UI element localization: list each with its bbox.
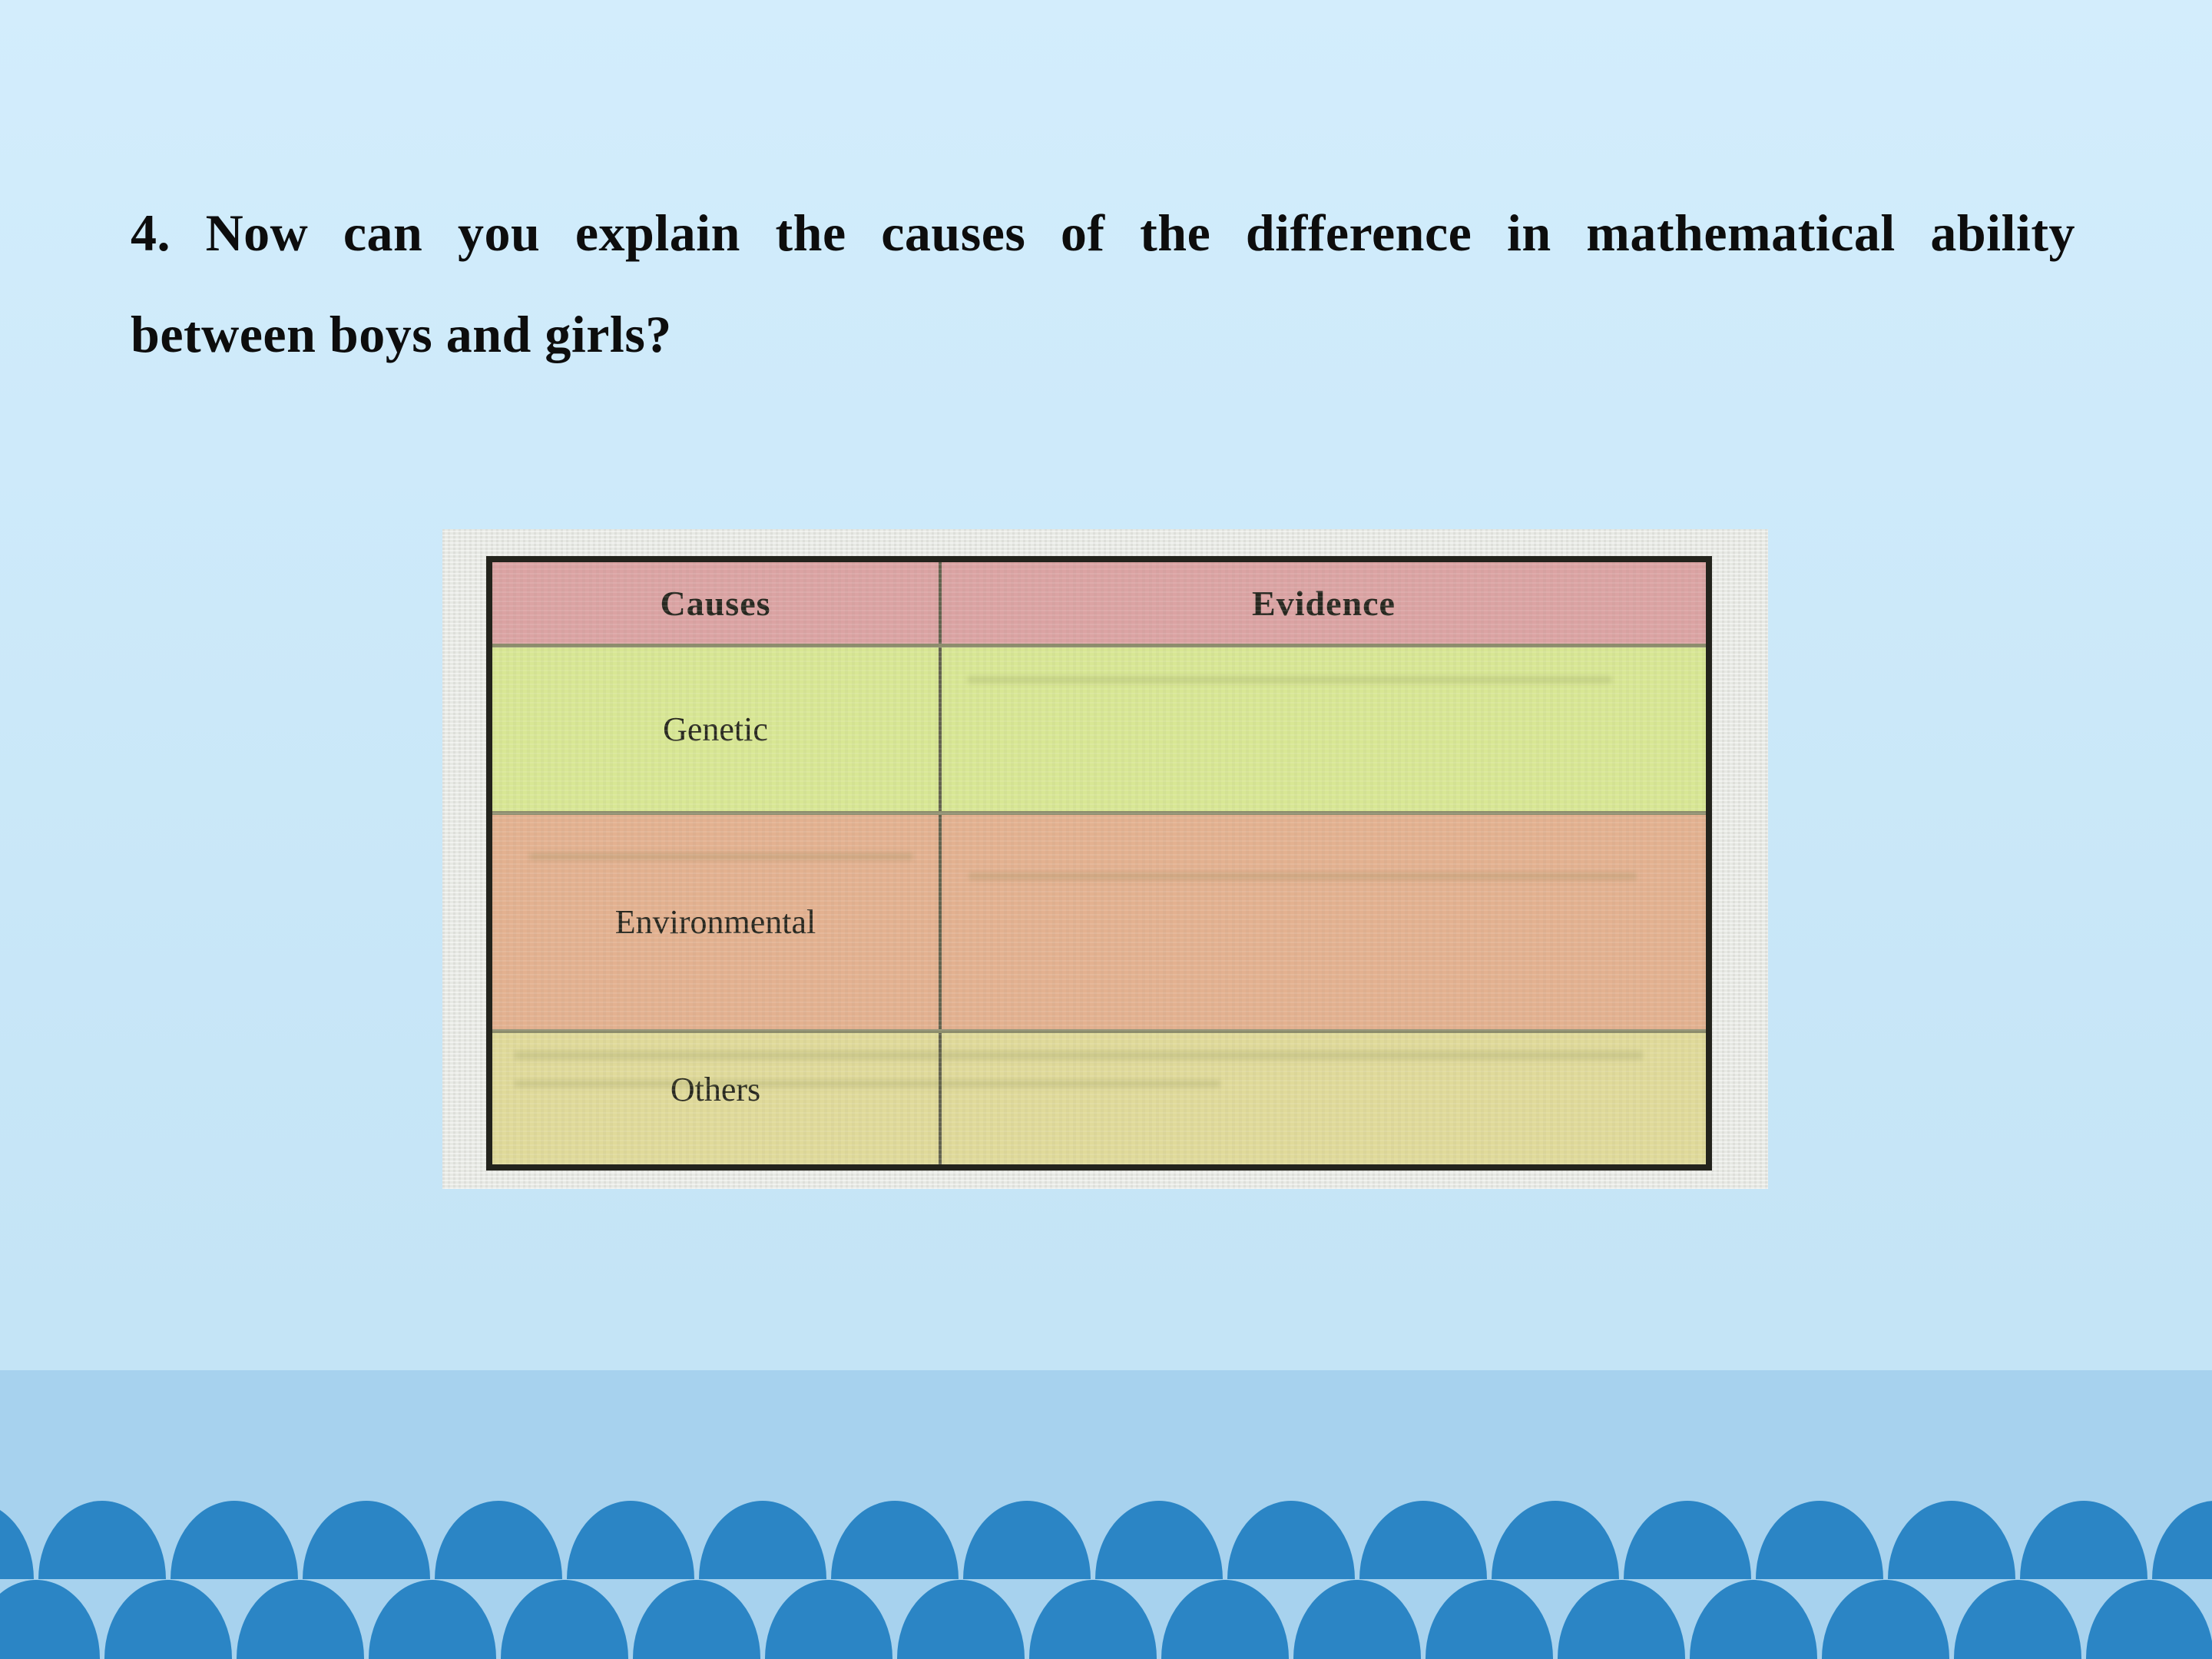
question-text: 4. Now can you explain the causes of the… [131,182,2075,385]
question-line-2: between boys and girls? [131,305,672,363]
others-label: Others [670,1071,761,1108]
cause-cell-genetic: Genetic [492,647,942,811]
evidence-cell-environmental [942,815,1706,1029]
table-row-environmental: Environmental [492,811,1706,1029]
table-header-row: Causes Evidence [492,562,1706,644]
evidence-cell-genetic [942,647,1706,811]
bottom-wave-band [0,1370,2212,1659]
table-photo: Causes Evidence Genetic Environmental [442,529,1768,1189]
header-cell-causes: Causes [492,562,942,644]
environmental-label: Environmental [614,903,816,941]
table-row-genetic: Genetic [492,644,1706,811]
causes-header-label: Causes [660,583,771,623]
table-row-others: Others [492,1029,1706,1164]
cause-cell-environmental: Environmental [492,815,942,1029]
evidence-cell-others [942,1033,1706,1164]
question-line-1: 4. Now can you explain the causes of the… [131,204,2075,262]
causes-evidence-table: Causes Evidence Genetic Environmental [486,556,1712,1171]
genetic-label: Genetic [663,710,768,748]
cause-cell-others: Others [492,1033,942,1164]
evidence-header-label: Evidence [1252,583,1396,623]
header-cell-evidence: Evidence [942,562,1706,644]
